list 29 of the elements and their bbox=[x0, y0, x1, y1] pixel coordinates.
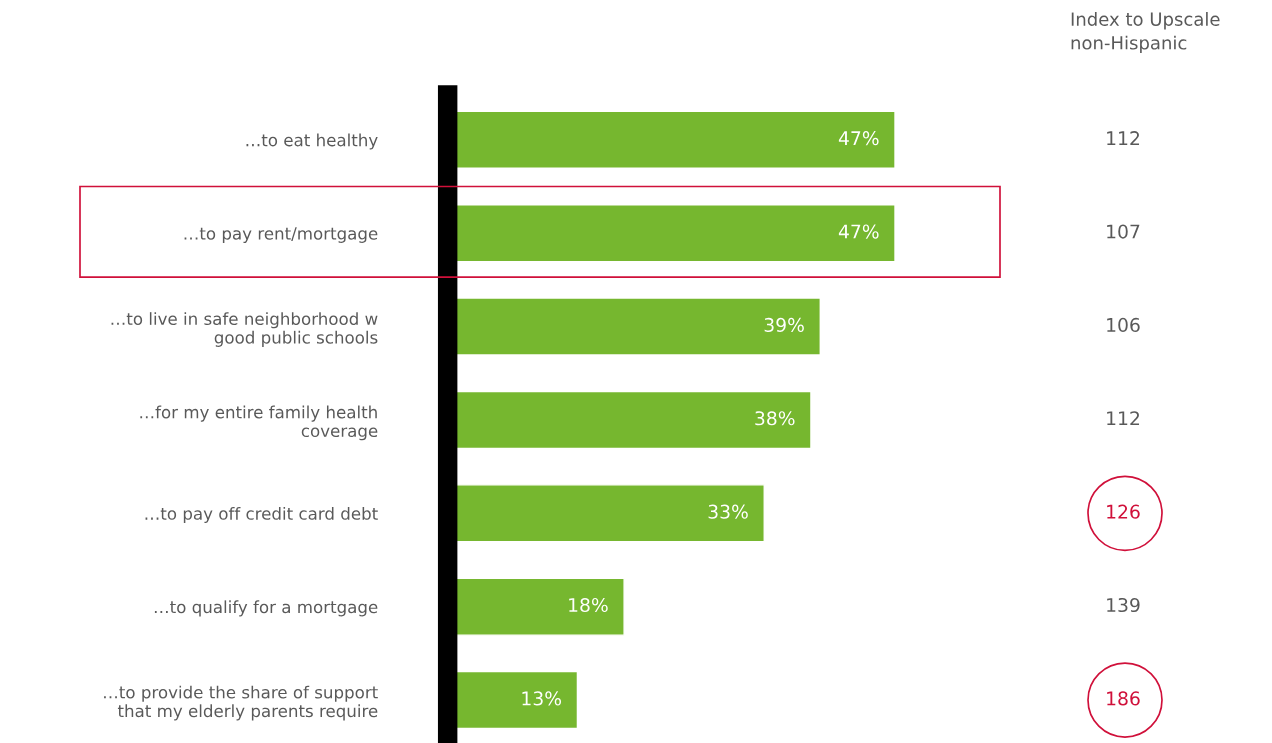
data-label: 47% bbox=[838, 131, 879, 146]
text: 106 bbox=[1107, 317, 1140, 332]
bar bbox=[456, 204, 896, 263]
data-label: 47% bbox=[838, 224, 879, 239]
y-tick-label: …to eat healthy bbox=[246, 133, 378, 150]
text: 126 bbox=[1107, 504, 1140, 519]
data-label: 33% bbox=[708, 504, 748, 519]
data-label: 38% bbox=[755, 411, 795, 426]
y-tick-label: …to qualify for a mortgage bbox=[154, 600, 378, 617]
text: Index to Upscale non-Hispanic bbox=[1071, 12, 1220, 54]
text: 112 bbox=[1107, 131, 1140, 145]
bar bbox=[456, 670, 579, 730]
bar bbox=[456, 110, 896, 169]
bar bbox=[456, 577, 625, 636]
data-label: 18% bbox=[569, 597, 608, 613]
y-tick-label: …to provide the share of support that my elderly parents require bbox=[104, 685, 378, 721]
y-tick-label: …to pay rent/mortgage bbox=[184, 227, 378, 243]
bar bbox=[456, 297, 821, 356]
y-tick-label: …to live in safe neighborhood w good public schools bbox=[111, 312, 378, 347]
text: 186 bbox=[1107, 691, 1140, 706]
text: 112 bbox=[1107, 411, 1140, 426]
data-label: 39% bbox=[764, 317, 804, 332]
text: 107 bbox=[1107, 224, 1140, 239]
y-tick-label: …to pay off credit card debt bbox=[145, 506, 378, 524]
data-label: 13% bbox=[522, 691, 562, 706]
bar bbox=[456, 484, 765, 543]
bar bbox=[456, 390, 812, 450]
y-tick-label: …for my entire family health coverage bbox=[140, 405, 378, 441]
text: 139 bbox=[1107, 597, 1140, 613]
